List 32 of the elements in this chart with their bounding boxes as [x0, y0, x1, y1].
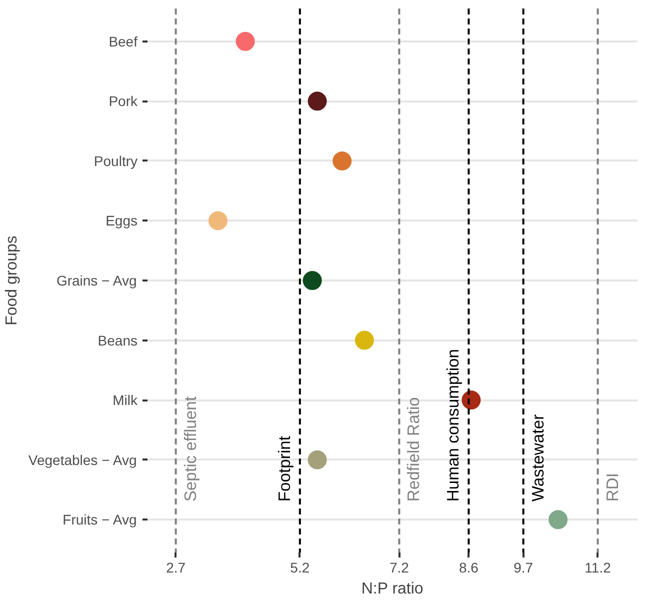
y-tick-label: Beef [108, 33, 138, 50]
ref-line-label: Wastewater [528, 414, 548, 502]
ref-line-label: Footprint [274, 436, 294, 502]
x-tick-label: 7.2 [389, 560, 410, 576]
y-tick-label: Fruits − Avg [62, 512, 137, 528]
ref-line-label: Septic effluent [180, 396, 200, 502]
y-tick-label: Grains − Avg [56, 272, 137, 288]
x-tick-label: 8.6 [458, 560, 479, 576]
point [208, 211, 228, 230]
y-tick-label: Milk [112, 392, 138, 408]
point [332, 151, 352, 170]
point [548, 510, 568, 530]
ref-line-label: Human consumption [444, 348, 463, 502]
y-tick-label: Poultry [94, 152, 138, 169]
point [308, 92, 327, 111]
point [354, 330, 374, 350]
point [302, 271, 322, 290]
x-tick-label: 5.2 [290, 560, 310, 576]
point [236, 32, 255, 51]
y-tick-label: Vegetables − Avg [28, 452, 137, 468]
y-axis-title: Food groups [3, 236, 20, 326]
y-tick-label: Beans [98, 332, 138, 348]
x-tick-label: 2.7 [166, 560, 186, 576]
x-tick-label: 11.2 [584, 560, 612, 576]
point [462, 390, 481, 410]
x-tick-label: 9.7 [514, 560, 534, 576]
point [308, 450, 327, 470]
ref-line-label: RDI [602, 473, 622, 502]
y-tick-label: Eggs [106, 212, 138, 229]
y-tick-label: Pork [108, 93, 138, 110]
x-axis-title: N:P ratio [361, 580, 424, 598]
ref-line-label: Redfield Ratio [404, 397, 424, 502]
